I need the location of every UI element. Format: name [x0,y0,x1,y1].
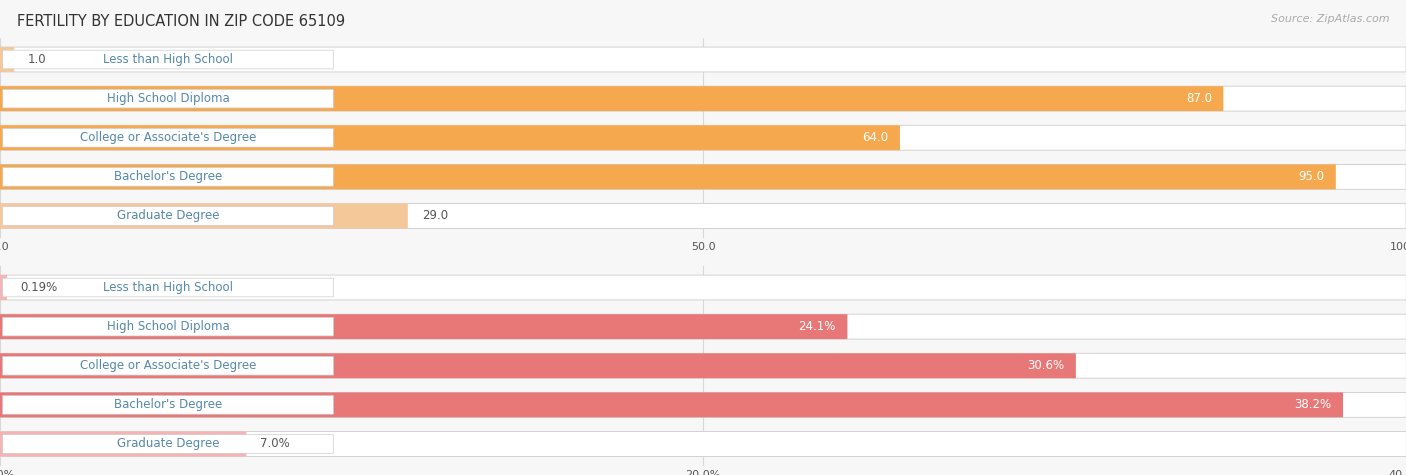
FancyBboxPatch shape [3,128,333,147]
Text: 29.0: 29.0 [422,209,449,222]
FancyBboxPatch shape [0,86,1223,111]
FancyBboxPatch shape [3,278,333,297]
FancyBboxPatch shape [0,353,1076,378]
Text: High School Diploma: High School Diploma [107,320,229,333]
Text: 1.0: 1.0 [28,53,46,66]
Text: Less than High School: Less than High School [103,53,233,66]
FancyBboxPatch shape [0,47,14,72]
FancyBboxPatch shape [0,204,408,228]
Text: 95.0: 95.0 [1299,171,1324,183]
Text: College or Associate's Degree: College or Associate's Degree [80,359,256,372]
Text: 0.19%: 0.19% [21,281,58,294]
FancyBboxPatch shape [0,125,1406,150]
Text: 30.6%: 30.6% [1028,359,1064,372]
Text: Less than High School: Less than High School [103,281,233,294]
FancyBboxPatch shape [3,168,333,186]
FancyBboxPatch shape [3,89,333,108]
Text: Graduate Degree: Graduate Degree [117,209,219,222]
Text: 87.0: 87.0 [1187,92,1212,105]
Text: College or Associate's Degree: College or Associate's Degree [80,131,256,144]
Text: FERTILITY BY EDUCATION IN ZIP CODE 65109: FERTILITY BY EDUCATION IN ZIP CODE 65109 [17,14,344,29]
FancyBboxPatch shape [0,392,1343,418]
Text: High School Diploma: High School Diploma [107,92,229,105]
FancyBboxPatch shape [0,275,7,300]
FancyBboxPatch shape [0,392,1406,418]
FancyBboxPatch shape [3,50,333,69]
FancyBboxPatch shape [0,432,1406,456]
FancyBboxPatch shape [0,275,1406,300]
Text: 38.2%: 38.2% [1295,399,1331,411]
FancyBboxPatch shape [3,356,333,375]
FancyBboxPatch shape [0,86,1406,111]
FancyBboxPatch shape [3,317,333,336]
FancyBboxPatch shape [0,204,1406,228]
Text: 24.1%: 24.1% [799,320,835,333]
FancyBboxPatch shape [0,125,900,150]
FancyBboxPatch shape [0,314,848,339]
FancyBboxPatch shape [0,314,1406,339]
FancyBboxPatch shape [0,164,1336,190]
FancyBboxPatch shape [0,432,246,456]
Text: Source: ZipAtlas.com: Source: ZipAtlas.com [1271,14,1389,24]
FancyBboxPatch shape [3,207,333,225]
FancyBboxPatch shape [3,396,333,414]
Text: Bachelor's Degree: Bachelor's Degree [114,399,222,411]
FancyBboxPatch shape [0,353,1406,378]
FancyBboxPatch shape [3,435,333,453]
Text: 64.0: 64.0 [862,131,889,144]
FancyBboxPatch shape [0,47,1406,72]
Text: Bachelor's Degree: Bachelor's Degree [114,171,222,183]
Text: 7.0%: 7.0% [260,437,290,450]
FancyBboxPatch shape [0,164,1406,190]
Text: Graduate Degree: Graduate Degree [117,437,219,450]
